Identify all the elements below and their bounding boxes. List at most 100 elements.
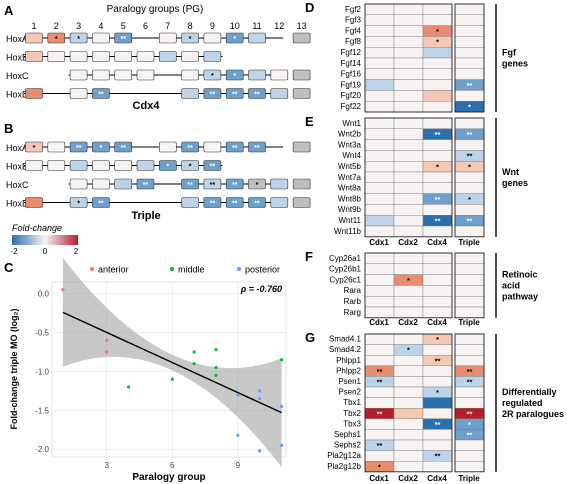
hox-gene-box xyxy=(225,197,244,208)
panel-a: A Paralogy groups (PG) 1 2 3 4 5 6 7 8 9 10 11 12 13… xyxy=(4,3,311,112)
hox-cluster-name: HoxC xyxy=(6,180,29,190)
heat-cell xyxy=(393,333,424,345)
gene-name: Smad4.2 xyxy=(329,345,362,354)
column-label: Triple xyxy=(458,318,480,327)
heat-cell xyxy=(454,139,485,151)
column-label: Cdx1 xyxy=(369,474,389,483)
heat-cell xyxy=(422,100,453,113)
heat-cell xyxy=(454,3,485,16)
column-label: Cdx2 xyxy=(398,238,418,247)
heat-cell xyxy=(393,117,424,130)
heat-cell xyxy=(454,117,485,130)
hox-gene-box xyxy=(69,51,88,62)
heat-cell xyxy=(393,57,424,70)
fold-change-tick-max: 2 xyxy=(74,247,79,256)
hox-cluster-name: HoxB xyxy=(6,162,28,172)
heat-cell xyxy=(422,90,453,102)
gene-name: Phlpp2 xyxy=(336,366,361,375)
group-label: pathway xyxy=(502,291,538,301)
heat-cell xyxy=(393,439,424,451)
heat-cell xyxy=(364,3,395,16)
hox-gene-box xyxy=(114,32,132,44)
hox-gene-box xyxy=(292,197,311,208)
scatter-point-posterior xyxy=(258,389,262,393)
scatter-point-posterior xyxy=(258,397,262,401)
gene-name: Wnt3a xyxy=(338,140,362,149)
hox-gene-box xyxy=(248,32,266,44)
scatter-point-middle xyxy=(170,377,174,381)
hox-gene-box xyxy=(225,69,244,81)
significance-mark: ** xyxy=(467,130,473,139)
heat-frame-triple xyxy=(454,3,485,113)
legend-label-anterior: anterior xyxy=(98,265,129,275)
heat-cell xyxy=(393,225,424,238)
scatter-point-middle xyxy=(126,385,131,389)
group-label: Retinoic xyxy=(502,269,538,279)
hox-gene-box xyxy=(69,88,88,99)
hox-gene-box xyxy=(92,160,110,171)
significance-mark: * xyxy=(468,195,471,204)
heat-cell xyxy=(364,306,395,319)
hox-gene-box xyxy=(292,69,311,81)
panel-b-label: B xyxy=(4,121,13,136)
significance-mark: * xyxy=(468,420,471,429)
heat-cell xyxy=(364,296,395,308)
hox-gene-box xyxy=(181,69,199,81)
scatter-ticks: 3 6 9 0.0 -0.5 -1.0 -1.5 -2.0 xyxy=(35,290,240,470)
heat-cell xyxy=(422,47,453,59)
hox-cluster-name: HoxD xyxy=(6,90,29,100)
significance-mark: * xyxy=(55,36,58,43)
significance-mark: ** xyxy=(435,452,441,461)
heat-cell xyxy=(393,461,424,473)
heat-cell xyxy=(422,150,453,162)
gene-name: Fgf3 xyxy=(345,16,362,25)
heat-cell xyxy=(364,252,395,265)
hox-gene-box xyxy=(225,178,244,190)
scatter-legend: anterior middle posterior xyxy=(90,265,280,275)
heat-cell xyxy=(393,285,424,297)
gene-name: Fgf16 xyxy=(341,70,362,79)
heat-cell xyxy=(364,160,395,173)
gene-name: Psen2 xyxy=(338,388,361,397)
pg-number: 5 xyxy=(121,21,126,31)
hox-rows-triple: HoxA * ** * ** ** ** **HoxB * * **HoxC ** ** ** ** *Hox… xyxy=(6,141,311,209)
legend-dot-middle xyxy=(170,267,174,271)
gene-name: Wnt1 xyxy=(342,119,361,128)
significance-mark: ** xyxy=(435,217,441,226)
significance-mark: ** xyxy=(232,182,238,189)
x-tick-label: 6 xyxy=(170,461,175,470)
hox-gene-box xyxy=(270,88,289,99)
hox-gene-box xyxy=(25,32,43,44)
heat-cell xyxy=(364,344,395,356)
hox-gene-box xyxy=(203,197,222,208)
significance-mark: ** xyxy=(435,130,441,139)
pg-number: 6 xyxy=(143,21,148,31)
heat-cell xyxy=(364,68,395,80)
significance-mark: ** xyxy=(467,81,473,90)
heat-cell xyxy=(393,450,424,462)
y-tick-label: -2.0 xyxy=(35,445,49,454)
column-label: Cdx4 xyxy=(427,318,447,327)
significance-mark: ** xyxy=(76,145,82,152)
hox-gene-box xyxy=(136,51,155,62)
hox-cluster-name: HoxC xyxy=(6,71,29,81)
scatter-points xyxy=(61,288,284,453)
y-tick-label: -1.0 xyxy=(35,367,49,376)
significance-mark: ** xyxy=(254,145,260,152)
group-label: Wnt xyxy=(502,167,519,177)
heat-cell xyxy=(364,90,395,102)
hox-cluster-name: HoxA xyxy=(6,34,28,44)
significance-mark: ** xyxy=(210,201,216,208)
group-label: genes xyxy=(502,178,528,188)
significance-mark: ** xyxy=(232,201,238,208)
hox-gene-box xyxy=(136,69,155,81)
scatter-point-anterior xyxy=(105,350,109,354)
hox-gene-box xyxy=(92,88,110,99)
panel-label: F xyxy=(305,249,313,264)
hox-gene-box xyxy=(203,88,222,99)
hox-gene-box xyxy=(203,160,222,171)
heat-cell xyxy=(364,100,395,113)
hox-gene-box xyxy=(292,88,311,99)
heat-cell xyxy=(422,376,453,388)
heat-cell xyxy=(422,439,453,451)
